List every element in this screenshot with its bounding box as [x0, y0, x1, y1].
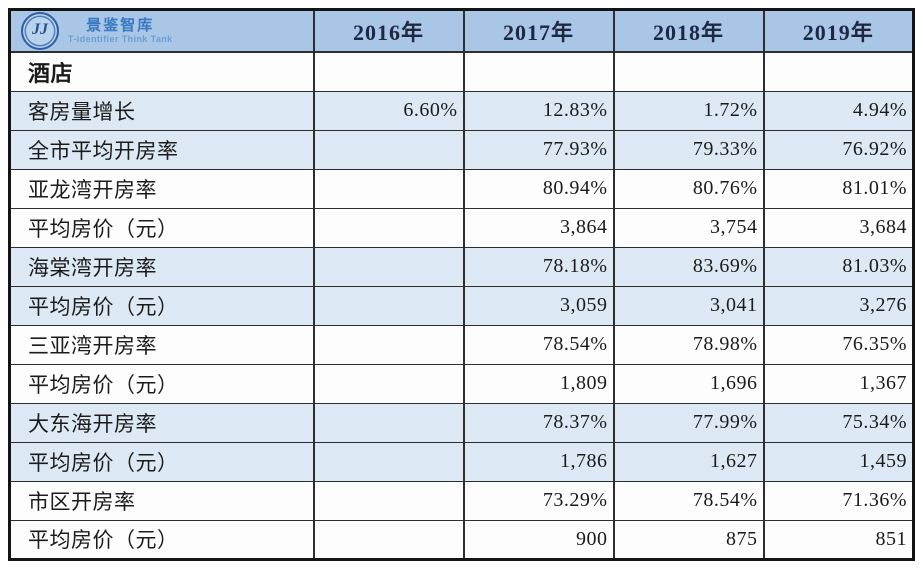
table-row: 全市平均开房率 77.93% 79.33% 76.92% [9, 129, 914, 170]
value-cell: 1,696 [612, 363, 764, 404]
value-cell: 6.60% [312, 90, 464, 131]
value-cell: 79.33% [612, 129, 764, 170]
value-cell [312, 402, 464, 443]
value-cell [462, 51, 614, 92]
row-label: 亚龙湾开房率 [9, 168, 314, 209]
brand-subtitle: T-identifier Think Tank [68, 34, 173, 45]
value-cell [312, 246, 464, 287]
column-header-2017: 2017年 [462, 9, 614, 53]
brand-header-cell: JJ 景鉴智库 T-identifier Think Tank [9, 9, 314, 53]
value-cell [312, 519, 464, 560]
jj-monogram-icon: JJ [21, 12, 59, 50]
table-row: 市区开房率 73.29% 78.54% 71.36% [9, 480, 914, 521]
value-cell: 78.54% [612, 480, 764, 521]
value-cell: 78.98% [612, 324, 764, 365]
section-title: 酒店 [9, 51, 314, 92]
value-cell: 851 [762, 519, 914, 560]
header-row: JJ 景鉴智库 T-identifier Think Tank 2016年 20… [9, 9, 914, 53]
value-cell: 83.69% [612, 246, 764, 287]
row-label: 海棠湾开房率 [9, 246, 314, 287]
section-row-hotel: 酒店 [9, 51, 914, 92]
value-cell [312, 168, 464, 209]
value-cell: 81.01% [762, 168, 914, 209]
value-cell: 78.54% [462, 324, 614, 365]
table-row: 平均房价（元） 1,786 1,627 1,459 [9, 441, 914, 482]
table-row: 大东海开房率 78.37% 77.99% 75.34% [9, 402, 914, 443]
table-row: 平均房价（元） 3,059 3,041 3,276 [9, 285, 914, 326]
row-label: 三亚湾开房率 [9, 324, 314, 365]
row-label: 客房量增长 [9, 90, 314, 131]
value-cell: 73.29% [462, 480, 614, 521]
value-cell: 1,809 [462, 363, 614, 404]
value-cell: 78.18% [462, 246, 614, 287]
table-row: 客房量增长 6.60% 12.83% 1.72% 4.94% [9, 90, 914, 131]
value-cell: 78.37% [462, 402, 614, 443]
row-label: 平均房价（元） [9, 363, 314, 404]
value-cell: 71.36% [762, 480, 914, 521]
row-label: 全市平均开房率 [9, 129, 314, 170]
hotel-data-table: JJ 景鉴智库 T-identifier Think Tank 2016年 20… [8, 8, 915, 561]
value-cell: 3,684 [762, 207, 914, 248]
value-cell: 1.72% [612, 90, 764, 131]
value-cell [312, 129, 464, 170]
value-cell [312, 480, 464, 521]
value-cell [612, 51, 764, 92]
value-cell: 3,276 [762, 285, 914, 326]
value-cell: 80.76% [612, 168, 764, 209]
value-cell [312, 324, 464, 365]
value-cell [312, 207, 464, 248]
brand-name: 景鉴智库 [86, 17, 155, 35]
value-cell: 3,864 [462, 207, 614, 248]
value-cell [312, 285, 464, 326]
value-cell: 76.92% [762, 129, 914, 170]
value-cell: 77.93% [462, 129, 614, 170]
value-cell: 3,059 [462, 285, 614, 326]
row-label: 平均房价（元） [9, 441, 314, 482]
row-label: 平均房价（元） [9, 285, 314, 326]
value-cell: 900 [462, 519, 614, 560]
value-cell: 12.83% [462, 90, 614, 131]
table-row: 亚龙湾开房率 80.94% 80.76% 81.01% [9, 168, 914, 209]
table-row: 平均房价（元） 900 875 851 [9, 519, 914, 560]
row-label: 平均房价（元） [9, 519, 314, 560]
row-label: 平均房价（元） [9, 207, 314, 248]
value-cell [312, 363, 464, 404]
value-cell: 1,786 [462, 441, 614, 482]
value-cell [312, 51, 464, 92]
value-cell: 875 [612, 519, 764, 560]
value-cell: 81.03% [762, 246, 914, 287]
column-header-2016: 2016年 [312, 9, 464, 53]
value-cell [762, 51, 914, 92]
table-row: 平均房价（元） 1,809 1,696 1,367 [9, 363, 914, 404]
value-cell: 80.94% [462, 168, 614, 209]
row-label: 市区开房率 [9, 480, 314, 521]
value-cell: 3,041 [612, 285, 764, 326]
value-cell: 1,459 [762, 441, 914, 482]
value-cell: 76.35% [762, 324, 914, 365]
value-cell: 77.99% [612, 402, 764, 443]
brand-logo: JJ 景鉴智库 T-identifier Think Tank [12, 12, 312, 50]
table-row: 海棠湾开房率 78.18% 83.69% 81.03% [9, 246, 914, 287]
value-cell: 4.94% [762, 90, 914, 131]
value-cell: 3,754 [612, 207, 764, 248]
row-label: 大东海开房率 [9, 402, 314, 443]
value-cell: 1,627 [612, 441, 764, 482]
table-row: 平均房价（元） 3,864 3,754 3,684 [9, 207, 914, 248]
value-cell: 75.34% [762, 402, 914, 443]
value-cell [312, 441, 464, 482]
column-header-2018: 2018年 [612, 9, 764, 53]
table-row: 三亚湾开房率 78.54% 78.98% 76.35% [9, 324, 914, 365]
value-cell: 1,367 [762, 363, 914, 404]
column-header-2019: 2019年 [762, 9, 914, 53]
